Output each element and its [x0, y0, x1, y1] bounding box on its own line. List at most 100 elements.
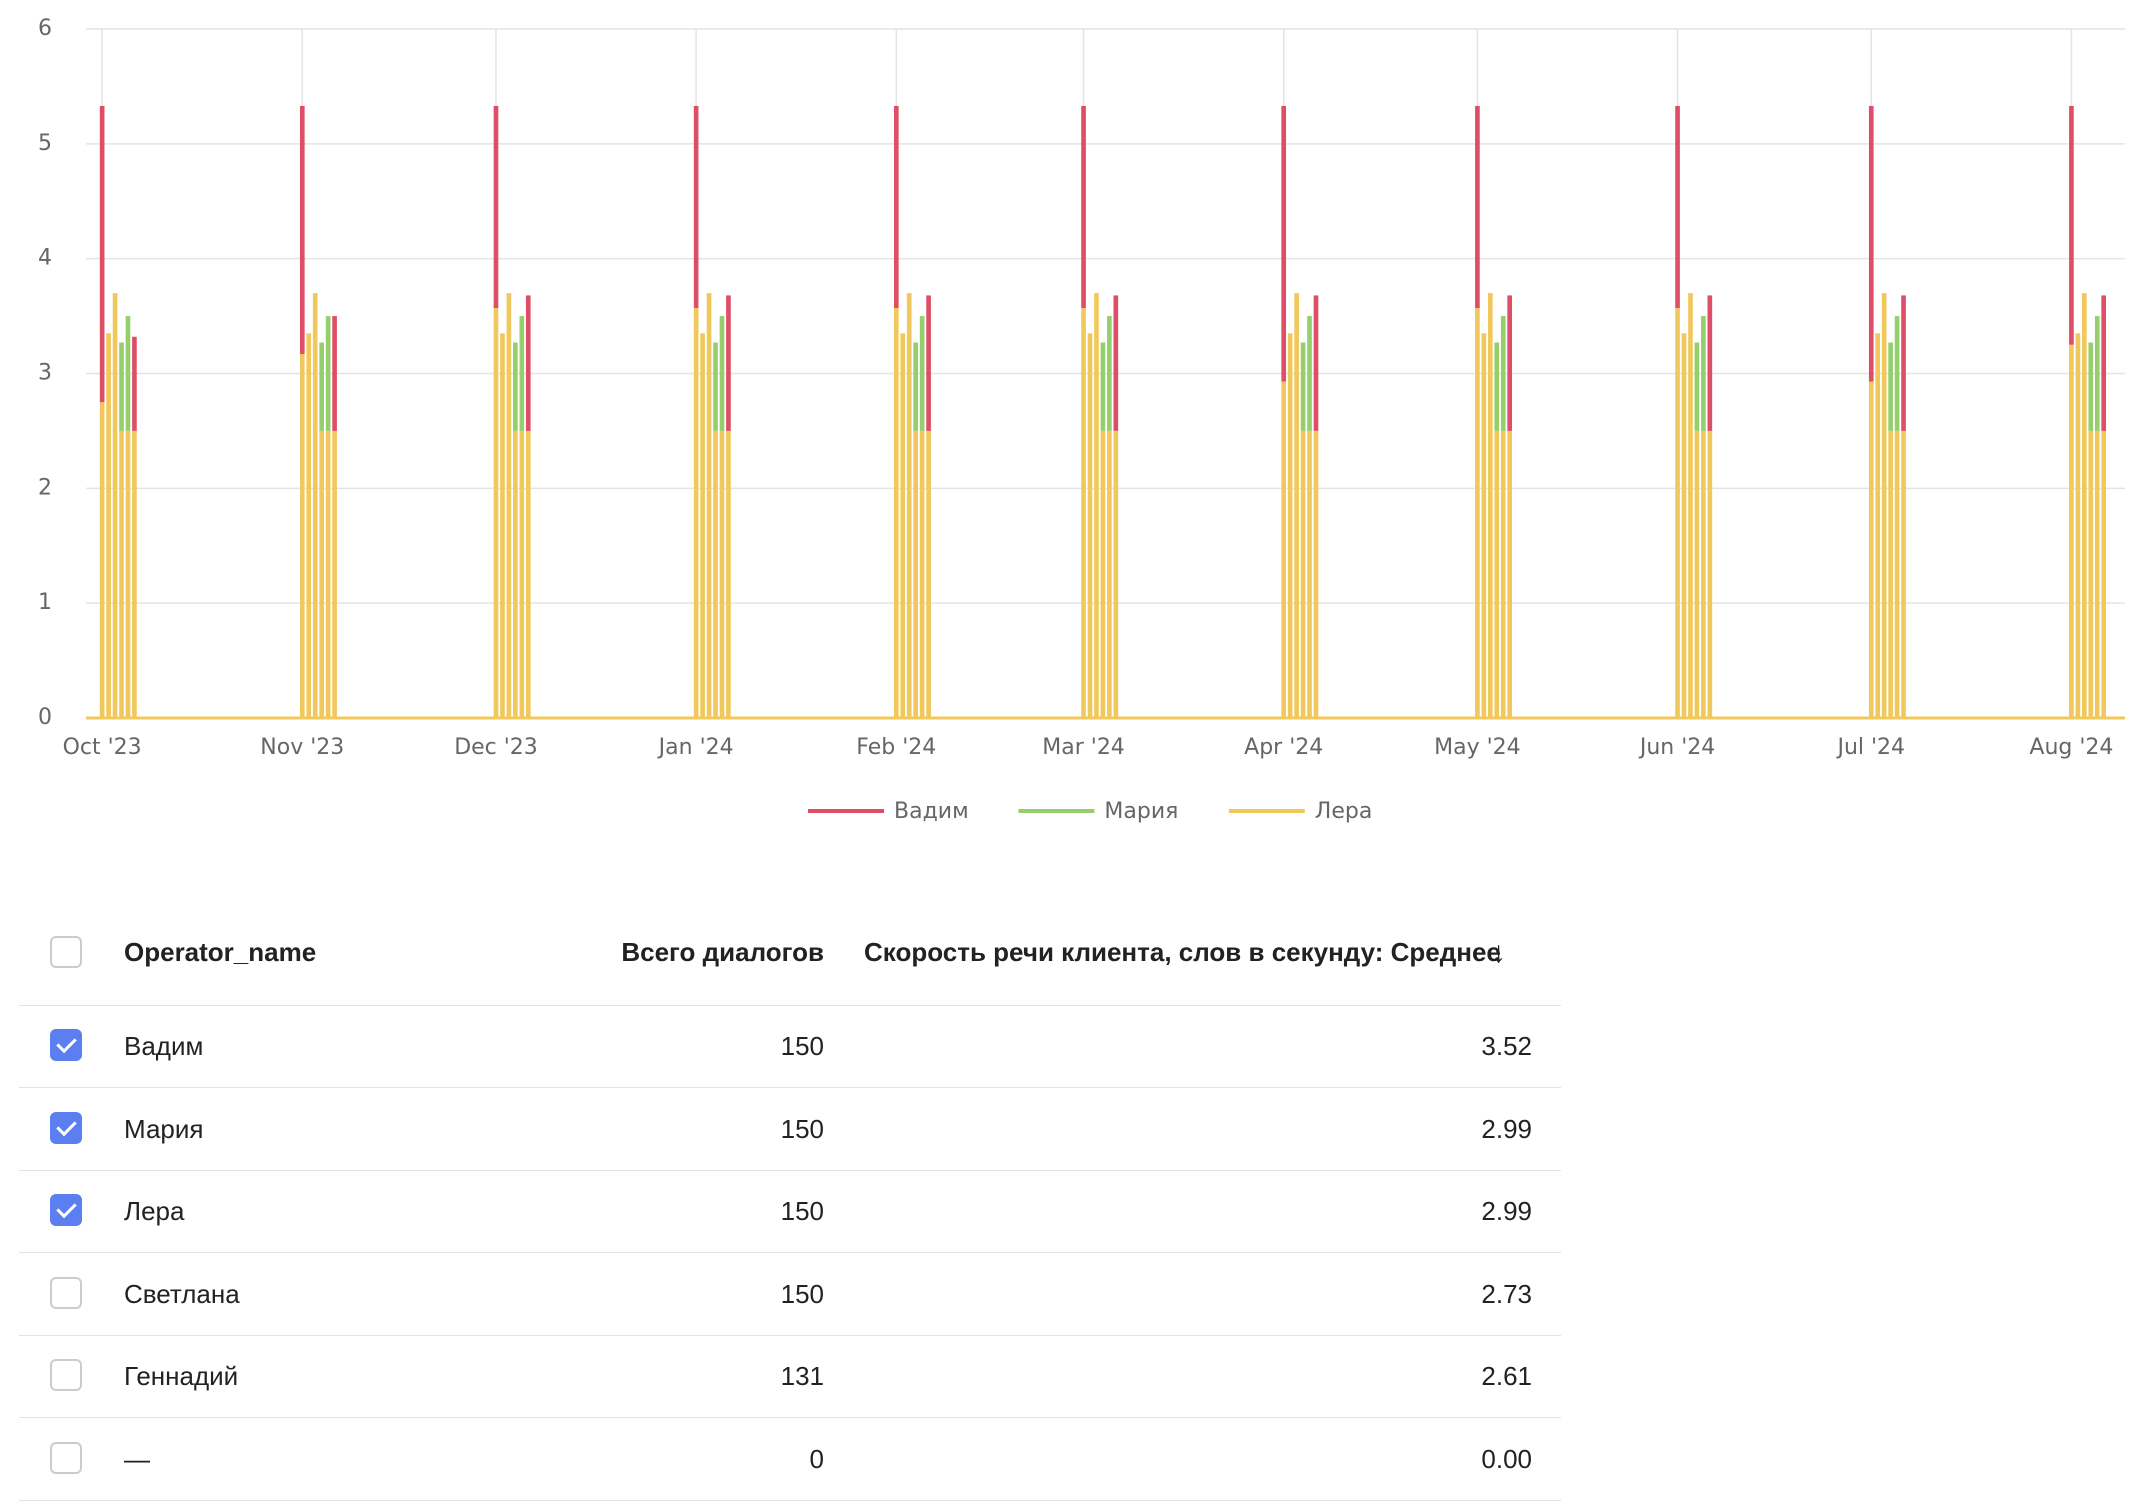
bar-segment	[2075, 333, 2081, 718]
bar-segment	[2094, 316, 2100, 431]
bar-segment	[513, 342, 518, 431]
bar-segment	[1701, 316, 1706, 431]
row-checkbox[interactable]	[50, 1029, 82, 1061]
cell: Геннадий	[124, 1361, 239, 1391]
bar-segment	[1313, 295, 1319, 431]
bar-segment	[1100, 430, 1106, 718]
cell: 0	[809, 1443, 824, 1474]
cell: Лера	[124, 1196, 185, 1226]
sort-arrow[interactable]: ↓	[1491, 936, 1506, 969]
bar-segment	[319, 430, 324, 718]
bar-segment	[2101, 430, 2107, 718]
bar-segment	[119, 342, 124, 431]
bar-segment	[1875, 333, 1881, 718]
y-tick-label: 3	[38, 361, 52, 386]
bar-segment	[99, 402, 105, 718]
bar-segment	[332, 430, 337, 718]
bar-segment	[299, 105, 305, 354]
bar-segment	[1494, 342, 1500, 431]
bar-segment	[1881, 293, 1887, 718]
x-tick-label: Aug '24	[2029, 735, 2113, 760]
cell: Вадим	[124, 1031, 204, 1061]
bar-segment	[893, 105, 899, 309]
bar-segment	[1507, 430, 1513, 718]
cell: Operator_name	[124, 937, 317, 967]
bar-segment	[1081, 105, 1086, 309]
bar-segment	[1475, 105, 1480, 309]
select-all-checkbox[interactable]	[50, 936, 82, 968]
bar-segment	[913, 430, 918, 718]
cell: 150	[780, 1113, 824, 1144]
row-checkbox[interactable]	[50, 1359, 82, 1391]
bar-segment	[1868, 105, 1874, 382]
cell: 131	[780, 1361, 824, 1391]
x-tick-label: Feb '24	[856, 735, 936, 760]
y-tick-label: 5	[38, 131, 52, 156]
x-tick-label: Jul '24	[1835, 735, 1905, 760]
x-tick-label: Mar '24	[1042, 735, 1125, 760]
bar-segment	[2088, 342, 2094, 431]
bar-segment	[325, 430, 331, 718]
bar-segment	[1707, 295, 1713, 431]
bar-segment	[1507, 295, 1513, 431]
bar-segment	[1281, 381, 1287, 718]
cell: 3.52	[1481, 1031, 1532, 1061]
table-header: Operator_name Всего диалогов Скорость речи…	[19, 900, 1561, 1006]
bar-segment	[919, 316, 925, 431]
bar-segment	[900, 333, 906, 718]
bar-segment	[1675, 308, 1680, 718]
bar-segment	[2088, 430, 2094, 718]
bar-segment	[706, 293, 712, 718]
bar-segment	[726, 295, 731, 431]
bar-segment	[1300, 342, 1306, 431]
cell: 0.00	[1481, 1443, 1532, 1474]
bar-segment	[1281, 105, 1287, 382]
legend-label: Вадим	[894, 799, 969, 824]
cell: Мария	[124, 1113, 204, 1144]
bar-segment	[913, 342, 918, 431]
bar-segment	[1688, 293, 1693, 718]
row-checkbox[interactable]	[50, 1194, 82, 1226]
cell: 2.61	[1481, 1361, 1532, 1391]
bar-segment	[906, 293, 912, 718]
bar-segment	[1681, 333, 1687, 718]
y-tick-label: 1	[38, 590, 52, 615]
bar-segment	[1694, 342, 1700, 431]
bar-segment	[513, 430, 518, 718]
bar-segment	[2069, 344, 2074, 718]
bar-segment	[1113, 295, 1119, 431]
bar-segment	[119, 430, 124, 718]
bar-segment	[1100, 342, 1106, 431]
cell: 2.99	[1481, 1113, 1532, 1144]
x-tick-label: Apr '24	[1244, 735, 1323, 760]
bar-segment	[1287, 333, 1293, 718]
cell: Светлана	[124, 1278, 240, 1309]
bar-segment	[132, 336, 137, 431]
table-row: Вадим 150 3.52	[19, 1005, 1561, 1088]
cell: 2.99	[1481, 1196, 1532, 1226]
bar-segment	[1894, 316, 1900, 431]
bar-segment	[1094, 293, 1099, 718]
legend-label: Лера	[1315, 799, 1373, 824]
row-checkbox[interactable]	[50, 1111, 82, 1144]
row-checkbox[interactable]	[50, 1276, 82, 1309]
bar-segment	[2094, 430, 2100, 718]
bar-segment	[2081, 293, 2087, 718]
bar-segment	[312, 293, 318, 718]
bar-segment	[713, 342, 718, 431]
cell: 150	[780, 1196, 824, 1226]
bar-segment	[1500, 430, 1506, 718]
cell: —	[124, 1443, 150, 1474]
bar-segment	[926, 430, 931, 718]
bar-segment	[1481, 333, 1487, 718]
bar-segment	[1313, 430, 1319, 718]
bar-segment	[106, 333, 111, 718]
x-tick-label: Oct '23	[63, 735, 142, 760]
row-checkbox[interactable]	[50, 1441, 82, 1474]
chart: 0 1 2 3 4 5 6 Oct '23 Nov '23 Dec '23 Jan '24 Feb '…	[38, 16, 2125, 824]
bar-segment	[112, 293, 118, 718]
bar-segment	[1487, 293, 1493, 718]
bar-segment	[299, 353, 305, 718]
bar-segment	[1888, 342, 1893, 431]
bar-segment	[1701, 430, 1706, 718]
